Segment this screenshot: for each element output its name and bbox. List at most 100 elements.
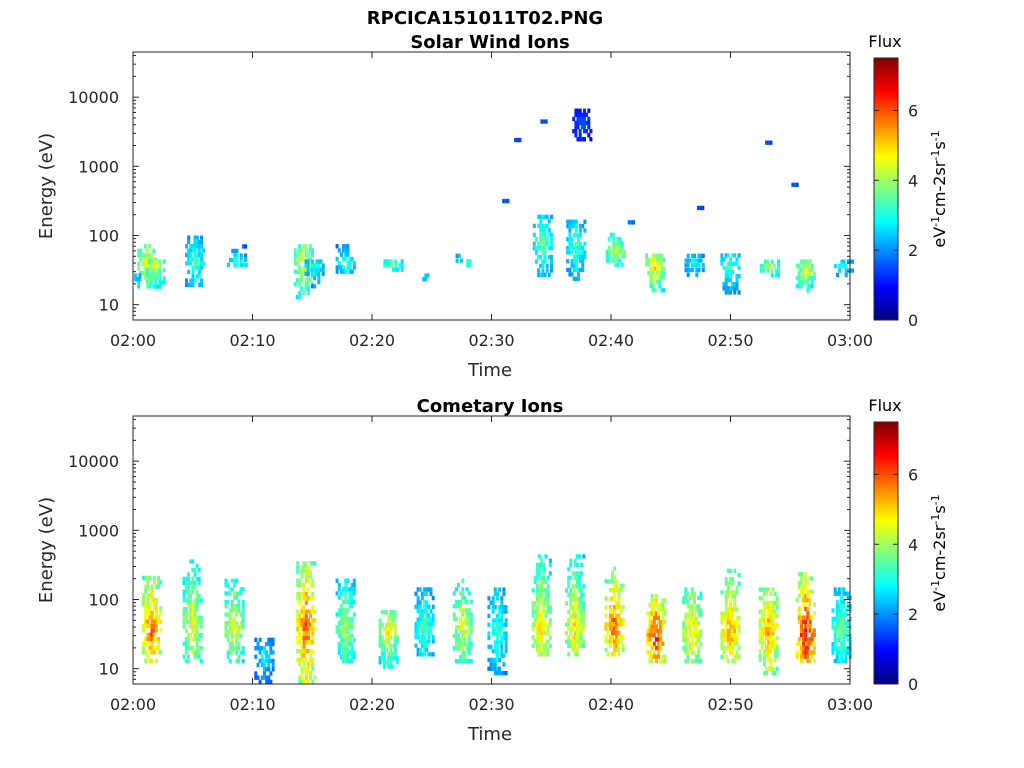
heatmap-cell xyxy=(578,571,581,576)
heatmap-cell xyxy=(313,626,317,632)
heatmap-cell xyxy=(615,647,619,653)
heatmap-cell xyxy=(150,641,154,646)
heatmap-cell xyxy=(496,627,499,632)
heatmap-cell xyxy=(720,628,724,634)
heatmap-cell xyxy=(544,119,548,124)
heatmap-cell xyxy=(544,592,548,597)
heatmap-cell xyxy=(686,272,690,277)
heatmap-cell xyxy=(720,611,724,616)
heatmap-cell xyxy=(576,124,580,130)
heatmap-cell xyxy=(262,658,266,664)
heatmap-cell xyxy=(569,575,573,580)
heatmap-cell xyxy=(385,631,389,636)
heatmap-cell xyxy=(632,220,635,225)
heatmap-cell xyxy=(142,602,145,607)
heatmap-cell xyxy=(610,622,614,627)
heatmap-cell xyxy=(459,654,463,660)
heatmap-cell xyxy=(535,584,539,589)
heatmap-cell xyxy=(729,265,732,271)
heatmap-cell xyxy=(684,616,688,622)
heatmap-cell xyxy=(571,626,575,631)
heatmap-cell xyxy=(311,631,315,636)
heatmap-cell xyxy=(607,236,611,242)
heatmap-cell xyxy=(230,578,234,583)
heatmap-cell xyxy=(569,562,573,568)
heatmap-cell xyxy=(149,280,153,285)
heatmap-cell xyxy=(840,587,844,592)
heatmap-cell xyxy=(543,272,547,278)
heatmap-cell xyxy=(491,657,495,663)
heatmap-cell xyxy=(144,615,148,620)
heatmap-cell xyxy=(661,658,665,664)
heatmap-cell xyxy=(767,627,771,632)
heatmap-cell xyxy=(657,607,661,612)
heatmap-cell xyxy=(620,241,624,246)
heatmap-cell xyxy=(767,622,771,627)
heatmap-cell xyxy=(224,612,228,617)
heatmap-cell xyxy=(613,605,617,610)
heatmap-cell xyxy=(720,654,724,659)
heatmap-cell xyxy=(543,228,547,233)
heatmap-cell xyxy=(319,259,323,264)
heatmap-cell xyxy=(585,129,589,134)
heatmap-cell xyxy=(771,613,775,619)
heatmap-cell xyxy=(387,664,391,669)
plot-frame xyxy=(132,51,851,321)
heatmap-cell xyxy=(733,286,737,291)
heatmap-cell xyxy=(385,639,389,644)
heatmap-cell xyxy=(269,646,273,651)
heatmap-cell xyxy=(182,619,186,625)
heatmap-cell xyxy=(682,637,686,643)
heatmap-cell xyxy=(726,641,730,647)
heatmap-cell xyxy=(230,587,234,592)
heatmap-cell xyxy=(254,654,258,659)
heatmap-cell xyxy=(612,258,616,263)
heatmap-cell xyxy=(337,265,341,270)
heatmap-cell xyxy=(650,654,654,659)
heatmap-cell xyxy=(306,666,310,671)
heatmap-cell xyxy=(139,248,143,254)
heatmap-cell xyxy=(195,602,199,607)
colorbar-title: Flux xyxy=(868,32,901,51)
heatmap-cell xyxy=(538,652,541,657)
heatmap-cell xyxy=(191,559,195,564)
heatmap-cell xyxy=(724,633,728,638)
heatmap-cell xyxy=(148,650,152,655)
heatmap-cell xyxy=(812,645,816,651)
heatmap-cell xyxy=(487,657,491,663)
heatmap-cell xyxy=(195,607,199,612)
heatmap-cell xyxy=(296,609,300,614)
heatmap-cell xyxy=(570,250,574,255)
heatmap-cell xyxy=(697,637,701,643)
heatmap-cell xyxy=(241,616,245,622)
heatmap-cell xyxy=(541,228,545,233)
heatmap-cell xyxy=(239,650,243,655)
heatmap-cell xyxy=(659,620,663,625)
heatmap-cell xyxy=(838,633,841,638)
heatmap-cell xyxy=(645,253,649,258)
heatmap-cell xyxy=(226,620,230,626)
heatmap-cell xyxy=(771,644,775,649)
heatmap-cell xyxy=(767,640,771,645)
heatmap-cell xyxy=(145,257,149,262)
heatmap-cell xyxy=(648,620,652,625)
heatmap-cell xyxy=(571,584,575,589)
x-tick-label: 03:00 xyxy=(827,695,873,714)
heatmap-cell xyxy=(577,237,580,242)
heatmap-cell xyxy=(840,646,844,651)
heatmap-cell xyxy=(580,618,584,623)
heatmap-cell xyxy=(416,600,420,605)
heatmap-cell xyxy=(760,631,764,636)
heatmap-cell xyxy=(615,617,619,623)
heatmap-cell xyxy=(186,645,190,651)
heatmap-cell xyxy=(231,248,235,254)
heatmap-cell xyxy=(831,625,835,630)
heatmap-cell xyxy=(580,588,584,593)
heatmap-cell xyxy=(309,622,313,627)
heatmap-cell xyxy=(195,256,199,262)
heatmap-cell xyxy=(577,272,580,277)
heatmap-cell xyxy=(260,658,264,664)
heatmap-cell xyxy=(654,602,658,608)
heatmap-cell xyxy=(309,569,313,575)
